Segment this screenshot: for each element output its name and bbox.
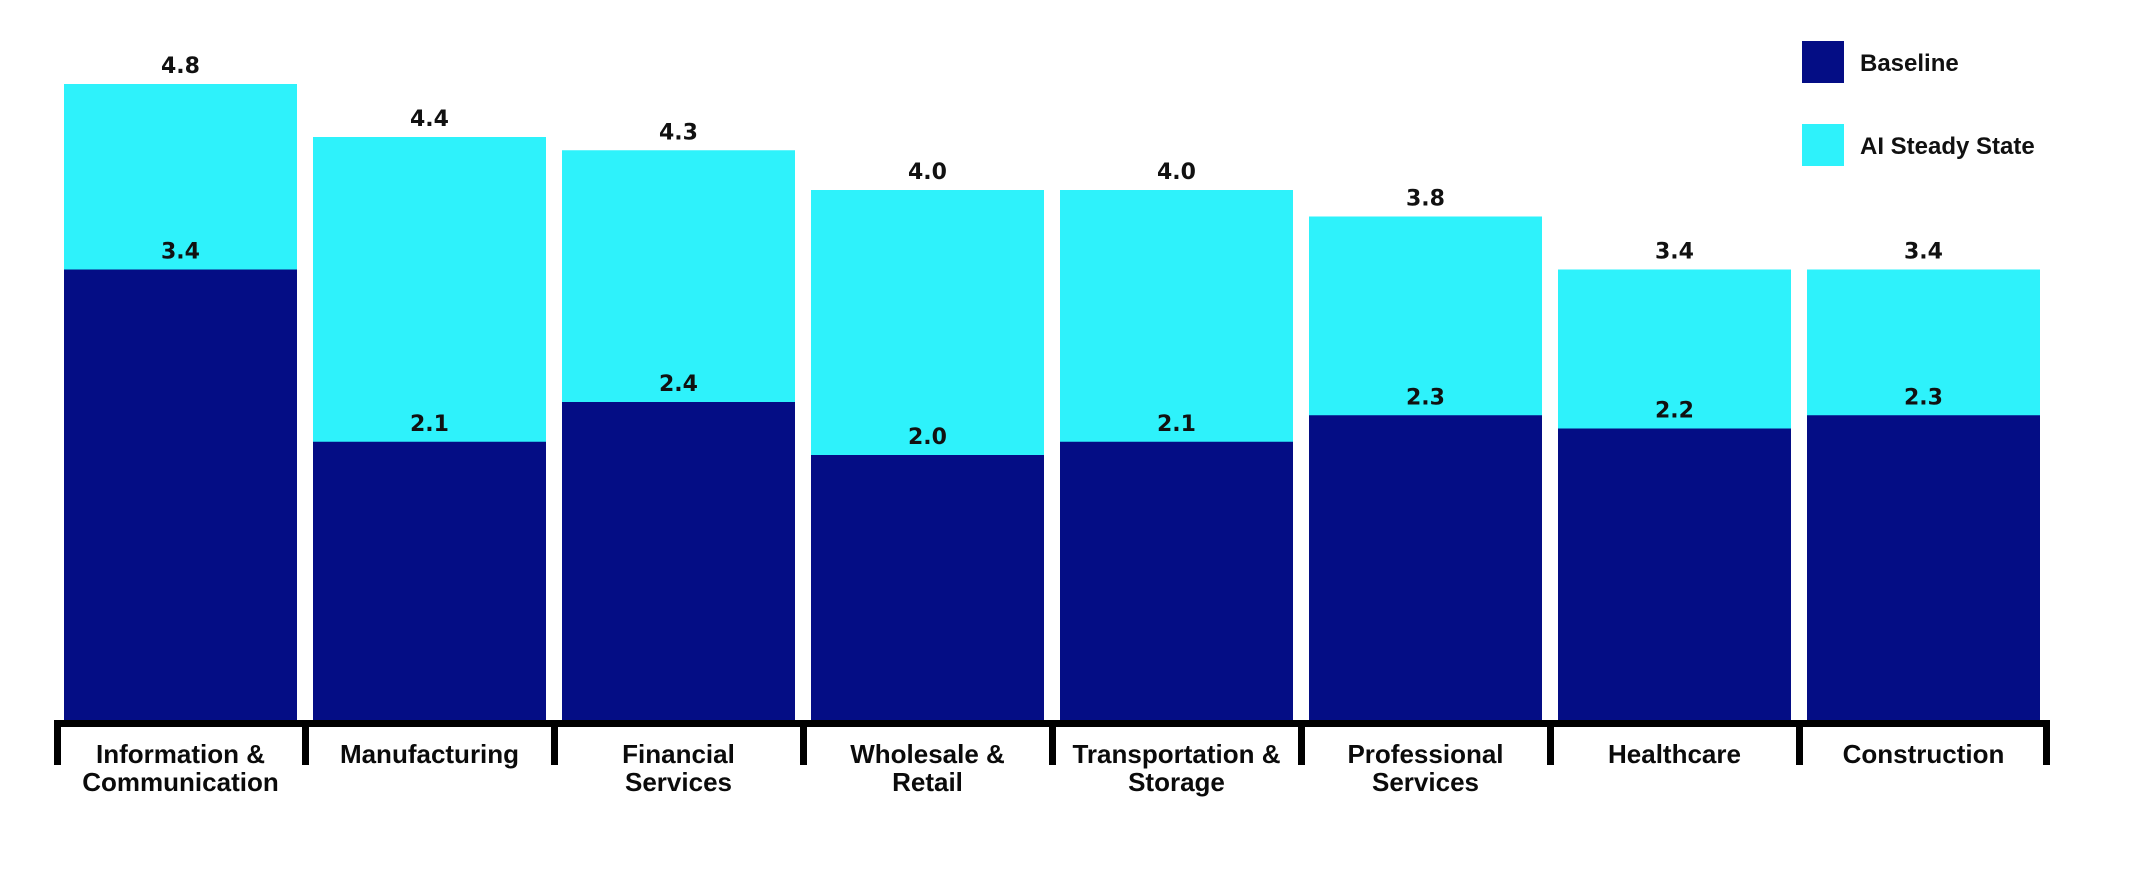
category-label-0: Information & Communication	[82, 739, 278, 797]
bar-baseline-1	[313, 441, 546, 720]
category-label-line: Services	[1372, 767, 1479, 797]
category-label-2: Financial Services	[622, 739, 735, 797]
category-label-line: Storage	[1128, 767, 1225, 797]
category-label-line: Manufacturing	[340, 739, 519, 769]
bars-layer	[64, 84, 2040, 720]
legend-label-baseline: Baseline	[1860, 50, 1959, 77]
x-axis-tick-4	[1049, 720, 1056, 765]
category-label-line: Services	[625, 767, 732, 797]
category-label-line: Healthcare	[1608, 739, 1741, 769]
x-axis-tick-5	[1298, 720, 1305, 765]
x-axis-tick-0	[54, 720, 61, 765]
category-label-line: Transportation &	[1072, 739, 1280, 769]
category-label-5: Professional Services	[1347, 739, 1503, 797]
bar-baseline-2	[562, 402, 795, 720]
value-label-ai-steady-state-1: 4.4	[410, 107, 449, 132]
value-label-ai-steady-state-7: 3.4	[1904, 240, 1943, 265]
value-label-ai-steady-state-5: 3.8	[1406, 187, 1445, 212]
legend: Baseline AI Steady State	[1802, 41, 2035, 166]
category-label-line: Communication	[82, 767, 278, 797]
category-label-line: Financial	[622, 739, 735, 769]
value-label-baseline-7: 2.3	[1904, 385, 1943, 410]
category-label-3: Wholesale & Retail	[850, 739, 1005, 797]
x-axis-tick-3	[800, 720, 807, 765]
value-label-ai-steady-state-6: 3.4	[1655, 240, 1694, 265]
category-label-4: Transportation & Storage	[1072, 739, 1280, 797]
bar-baseline-4	[1060, 441, 1293, 720]
value-label-ai-steady-state-2: 4.3	[659, 120, 698, 145]
category-label-line: Construction	[1843, 739, 2005, 769]
legend-label-ai-steady-state: AI Steady State	[1860, 133, 2035, 160]
x-axis-tick-6	[1547, 720, 1554, 765]
category-label-line: Wholesale &	[850, 739, 1005, 769]
category-label-line: Information &	[96, 739, 265, 769]
x-axis-tick-7	[1796, 720, 1803, 765]
category-labels-layer: Information & Communication Manufacturing F…	[82, 739, 2004, 797]
value-label-ai-steady-state-0: 4.8	[161, 54, 200, 79]
bar-baseline-7	[1807, 415, 2040, 720]
category-label-line: Professional	[1347, 739, 1503, 769]
x-axis-tick-1	[302, 720, 309, 765]
value-labels-layer: 3.4 2.1 2.4 2.0 2.1 2.3 2.2 2.3 4.8 4.4 4.3 4.0 4.0 3…	[161, 54, 1943, 450]
category-label-1: Manufacturing	[340, 739, 519, 769]
value-label-baseline-4: 2.1	[1157, 412, 1196, 437]
bar-baseline-5	[1309, 415, 1542, 720]
category-label-7: Construction	[1843, 739, 2005, 769]
bar-baseline-3	[811, 455, 1044, 720]
value-label-baseline-6: 2.2	[1655, 399, 1694, 424]
category-label-line: Retail	[892, 767, 963, 797]
bar-baseline-0	[64, 269, 297, 720]
legend-swatch-ai-steady-state	[1802, 124, 1844, 166]
value-label-ai-steady-state-3: 4.0	[908, 160, 947, 185]
value-label-baseline-1: 2.1	[410, 412, 449, 437]
x-axis	[54, 720, 2050, 765]
value-label-baseline-5: 2.3	[1406, 385, 1445, 410]
bar-baseline-6	[1558, 428, 1791, 720]
value-label-baseline-3: 2.0	[908, 425, 947, 450]
value-label-baseline-0: 3.4	[161, 240, 200, 265]
x-axis-tick-2	[551, 720, 558, 765]
value-label-baseline-2: 2.4	[659, 372, 698, 397]
legend-swatch-baseline	[1802, 41, 1844, 83]
category-label-6: Healthcare	[1608, 739, 1741, 769]
x-axis-tick-8	[2043, 720, 2050, 765]
value-label-ai-steady-state-4: 4.0	[1157, 160, 1196, 185]
